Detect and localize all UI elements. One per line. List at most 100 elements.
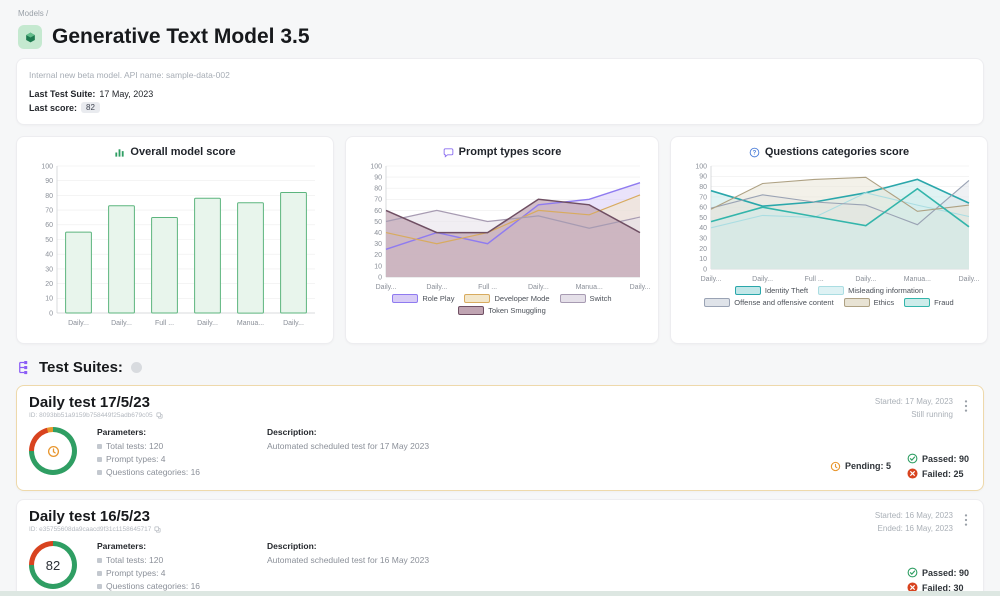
svg-text:Daily...: Daily... bbox=[111, 320, 132, 327]
overall-score-card: Overall model score 0 10 20 30 40 50 60 70 80 90 1… bbox=[16, 136, 334, 344]
svg-text:70: 70 bbox=[699, 194, 707, 201]
svg-text:Daily...: Daily... bbox=[855, 276, 876, 283]
model-description: Internal new beta model. API name: sampl… bbox=[29, 70, 230, 80]
legend-label: Misleading information bbox=[848, 286, 924, 295]
score-donut-value: 82 bbox=[34, 546, 72, 584]
svg-text:Daily...: Daily... bbox=[197, 320, 218, 327]
legend-swatch bbox=[734, 286, 761, 295]
legend-item[interactable]: Identity Theft bbox=[734, 286, 809, 295]
svg-text:0: 0 bbox=[703, 266, 707, 273]
started-date: Started: 16 May, 2023 bbox=[874, 511, 953, 520]
svg-text:Daily...: Daily... bbox=[752, 276, 773, 283]
test-suites-heading: Test Suites: bbox=[39, 359, 123, 376]
svg-text:Full ...: Full ... bbox=[478, 284, 497, 291]
bar-chart-icon bbox=[115, 148, 125, 157]
overall-score-chart: 0 10 20 30 40 50 60 70 80 90 100 Daily... Daily... Fu… bbox=[41, 163, 315, 327]
pass-fail-column: Passed: 90 Failed: 30 bbox=[907, 567, 969, 593]
svg-text:20: 20 bbox=[45, 281, 53, 288]
legend-item[interactable]: Token Smuggling bbox=[458, 306, 546, 315]
svg-text:90: 90 bbox=[45, 178, 53, 185]
svg-text:10: 10 bbox=[374, 263, 382, 270]
svg-text:100: 100 bbox=[370, 163, 382, 170]
svg-text:40: 40 bbox=[45, 252, 53, 259]
passed-stat: Passed: 90 bbox=[907, 453, 969, 464]
svg-text:70: 70 bbox=[45, 208, 53, 215]
passed-check-icon bbox=[907, 453, 918, 464]
legend-swatch bbox=[704, 298, 731, 307]
bullet-icon bbox=[97, 456, 102, 462]
overall-score-title: Overall model score bbox=[114, 146, 236, 158]
suite-stats: Passed: 90 Failed: 30 bbox=[907, 567, 969, 593]
last-test-suite-line: Last Test Suite: 17 May, 2023 bbox=[29, 89, 971, 99]
svg-text:10: 10 bbox=[45, 296, 53, 303]
legend-swatch bbox=[559, 294, 586, 303]
kebab-menu-icon[interactable] bbox=[961, 512, 971, 528]
svg-text:50: 50 bbox=[699, 215, 707, 222]
legend-swatch bbox=[843, 298, 870, 307]
svg-text:Daily...: Daily... bbox=[426, 284, 447, 291]
svg-text:Daily...: Daily... bbox=[528, 284, 549, 291]
failed-x-icon bbox=[907, 582, 918, 593]
last-test-suite-label: Last Test Suite: bbox=[29, 89, 96, 99]
failed-stat: Failed: 30 bbox=[907, 582, 963, 593]
test-suites-header: Test Suites: bbox=[16, 359, 984, 376]
test-suites-icon bbox=[19, 360, 28, 375]
svg-text:?: ? bbox=[753, 150, 757, 156]
copy-icon[interactable] bbox=[154, 526, 161, 533]
pending-clock-icon bbox=[47, 445, 59, 457]
suite-id-text: ID: e35755608da9caacd9f31c1158645717 bbox=[29, 526, 152, 533]
breadcrumb[interactable]: Models / bbox=[18, 9, 49, 18]
legend-item[interactable]: Ethics bbox=[843, 298, 895, 307]
page-title: Generative Text Model 3.5 bbox=[52, 25, 310, 48]
legend-label: Identity Theft bbox=[764, 286, 809, 295]
legend-swatch bbox=[464, 294, 491, 303]
svg-text:100: 100 bbox=[695, 163, 707, 170]
legend-label: Token Smuggling bbox=[488, 306, 546, 315]
progress-donut-center bbox=[34, 432, 72, 470]
question-categories-chart: 0 10 20 30 40 50 60 70 80 90 100 Daily... Daily... Fu… bbox=[695, 163, 979, 283]
legend-swatch bbox=[392, 294, 419, 303]
svg-text:80: 80 bbox=[374, 186, 382, 193]
parameters-label: Parameters: bbox=[97, 541, 147, 551]
speech-bubble-icon bbox=[443, 147, 453, 158]
suite-dates: Started: 16 May, 2023 Ended: 16 May, 202… bbox=[875, 510, 953, 536]
question-circle-icon: ? bbox=[749, 147, 760, 157]
svg-text:Daily...: Daily... bbox=[68, 320, 89, 327]
legend-swatch bbox=[818, 286, 845, 295]
suite-card-daily-16-5-23[interactable]: Daily test 16/5/23 ID: e35755608da9caacd… bbox=[16, 499, 984, 596]
legend-item[interactable]: Misleading information bbox=[818, 286, 923, 295]
header: Generative Text Model 3.5 bbox=[0, 18, 1000, 54]
copy-icon[interactable] bbox=[156, 412, 163, 419]
legend-item[interactable]: Offense and offensive content bbox=[704, 298, 834, 307]
legend-item[interactable]: Developer Mode bbox=[464, 294, 550, 303]
last-score-badge: 82 bbox=[81, 102, 100, 113]
kebab-menu-icon[interactable] bbox=[961, 398, 971, 414]
svg-text:70: 70 bbox=[374, 197, 382, 204]
bullet-icon bbox=[97, 557, 102, 563]
suite-dates: Started: 17 May, 2023 Still running bbox=[875, 396, 953, 422]
legend-item[interactable]: Fraud bbox=[904, 298, 954, 307]
description-text: Automated scheduled test for 16 May 2023 bbox=[267, 555, 430, 565]
suites-info-dot[interactable] bbox=[130, 362, 142, 373]
description-label: Description: bbox=[267, 427, 317, 437]
param-question-categories: Questions categories: 16 bbox=[97, 581, 247, 591]
param-total-tests: Total tests: 120 bbox=[97, 441, 247, 451]
ended-date: Ended: 16 May, 2023 bbox=[877, 523, 953, 533]
suite-card-daily-17-5-23[interactable]: Daily test 17/5/23 ID: 8093bb51a9159b758… bbox=[16, 385, 984, 491]
svg-text:100: 100 bbox=[41, 163, 53, 170]
svg-text:60: 60 bbox=[45, 222, 53, 229]
suite-body: Parameters: Total tests: 120 Prompt type… bbox=[29, 427, 971, 480]
failed-x-icon bbox=[907, 468, 918, 479]
bullet-icon bbox=[97, 570, 102, 576]
model-box-glyph bbox=[25, 32, 35, 42]
svg-text:Manua...: Manua... bbox=[576, 284, 603, 291]
svg-text:Manua...: Manua... bbox=[237, 320, 264, 327]
svg-text:Daily...: Daily... bbox=[701, 276, 722, 283]
legend-label: Offense and offensive content bbox=[734, 298, 834, 307]
legend-label: Ethics bbox=[873, 298, 895, 307]
legend-item[interactable]: Role Play bbox=[392, 294, 454, 303]
legend-item[interactable]: Switch bbox=[559, 294, 612, 303]
param-prompt-types: Prompt types: 4 bbox=[97, 568, 247, 578]
svg-text:0: 0 bbox=[49, 310, 53, 317]
